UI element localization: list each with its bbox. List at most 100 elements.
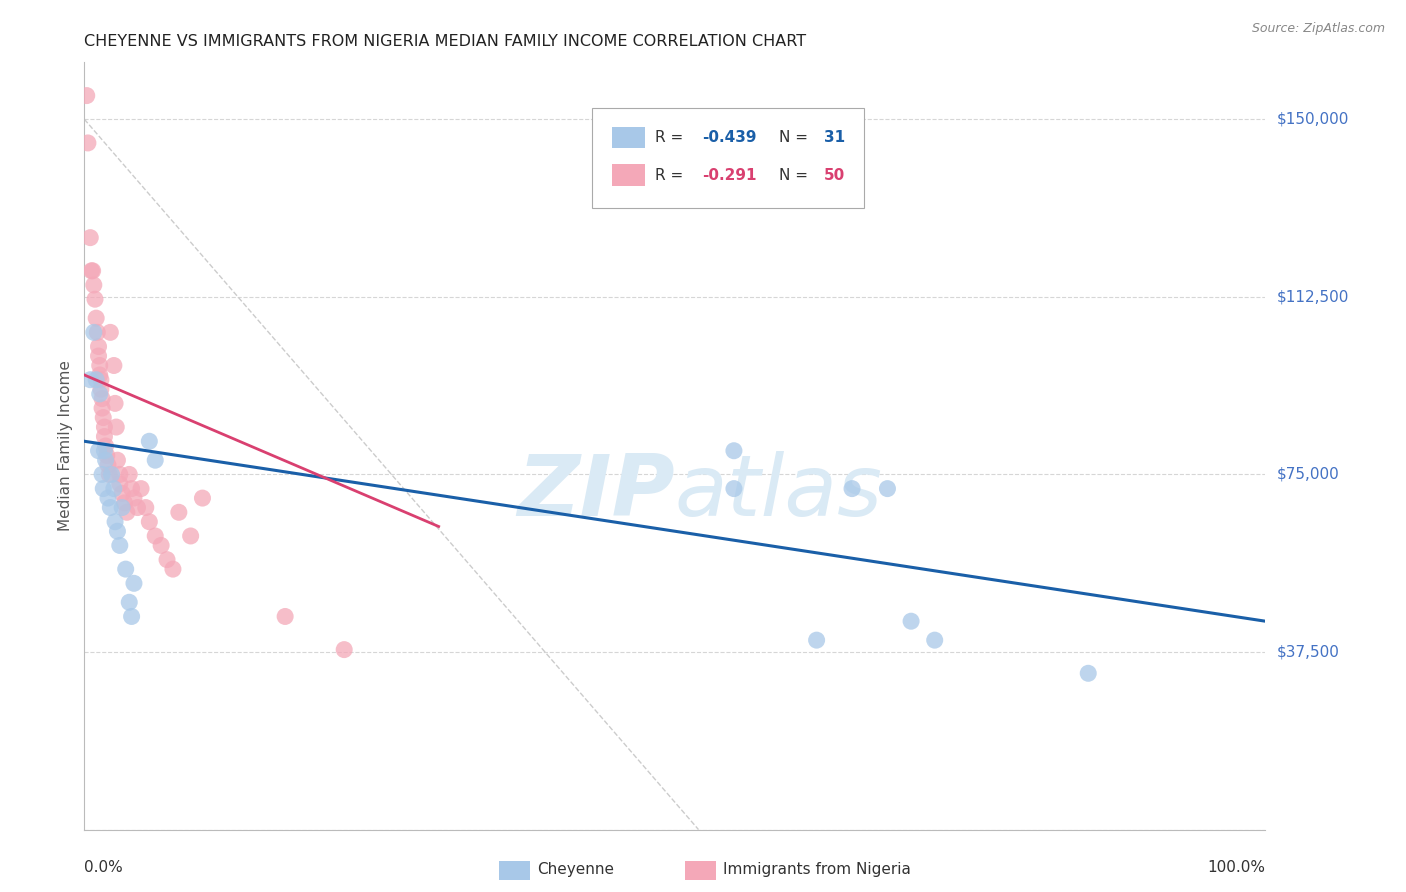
Point [191,491,214,505]
Point [98,326,121,340]
Text: Source: ZipAtlas.com: Source: ZipAtlas.com [1251,22,1385,36]
Point [86,326,108,340]
Point [93,429,115,443]
Text: Immigrants from Nigeria: Immigrants from Nigeria [723,863,911,877]
Point [118,467,141,482]
Point [103,359,125,373]
Point [143,529,166,543]
Point [87,443,110,458]
Point [98,500,121,515]
Text: 31: 31 [824,130,845,145]
Y-axis label: Median Family Income: Median Family Income [58,360,73,532]
Text: 50: 50 [824,168,845,183]
Point [97,491,120,505]
Text: -0.291: -0.291 [702,168,756,183]
Point [84,292,107,306]
Point [90,373,112,387]
Point [924,633,946,648]
Point [723,443,745,458]
Point [111,486,134,500]
Point [162,562,184,576]
Point [94,453,117,467]
Point [333,642,356,657]
Point [76,88,98,103]
Point [83,326,105,340]
Point [79,373,101,387]
Point [94,439,117,453]
Point [723,482,745,496]
Point [841,482,863,496]
Point [90,382,112,396]
Point [91,401,114,416]
Point [97,458,120,472]
Text: 100.0%: 100.0% [1208,860,1265,875]
Point [89,387,111,401]
Point [96,449,118,463]
Point [98,467,121,482]
Point [156,552,179,566]
Point [93,420,115,434]
Point [108,476,131,491]
Point [167,505,190,519]
Point [83,278,105,293]
Point [180,529,202,543]
Point [111,500,134,515]
Point [91,482,114,496]
Text: N =: N = [779,168,813,183]
Point [806,633,828,648]
Point [82,264,104,278]
Text: 0.0%: 0.0% [84,860,124,875]
Text: Cheyenne: Cheyenne [537,863,614,877]
Point [107,453,129,467]
Point [84,311,107,326]
Point [100,467,122,482]
Text: CHEYENNE VS IMMIGRANTS FROM NIGERIA MEDIAN FAMILY INCOME CORRELATION CHART: CHEYENNE VS IMMIGRANTS FROM NIGERIA MEDI… [84,34,807,49]
Point [104,396,127,410]
Point [138,515,160,529]
Point [91,467,114,482]
Point [150,538,173,552]
Point [118,595,141,609]
Point [77,136,100,150]
Point [108,538,131,552]
Text: $37,500: $37,500 [1277,645,1340,659]
Point [105,420,128,434]
Point [107,524,129,539]
Point [89,368,111,382]
Point [122,491,145,505]
Point [1077,666,1099,681]
Point [143,453,166,467]
Text: R =: R = [655,168,688,183]
Point [91,392,114,406]
Point [80,264,103,278]
Text: R =: R = [655,130,688,145]
Point [103,482,125,496]
Point [127,500,149,515]
Point [115,505,138,519]
Point [121,609,143,624]
Point [129,482,152,496]
FancyBboxPatch shape [612,164,645,186]
Point [121,482,143,496]
Point [87,349,110,363]
Point [108,467,131,482]
Text: N =: N = [779,130,813,145]
Point [138,434,160,449]
Point [87,340,110,354]
Point [114,496,136,510]
Point [114,562,136,576]
Point [79,230,101,244]
Point [89,359,111,373]
Point [93,443,115,458]
Point [84,373,107,387]
Text: atlas: atlas [675,450,883,533]
Point [91,410,114,425]
Text: $150,000: $150,000 [1277,112,1348,127]
Point [876,482,898,496]
Text: $75,000: $75,000 [1277,467,1340,482]
FancyBboxPatch shape [612,127,645,148]
Point [122,576,145,591]
Point [104,515,127,529]
Point [900,614,922,628]
Text: ZIP: ZIP [517,450,675,533]
